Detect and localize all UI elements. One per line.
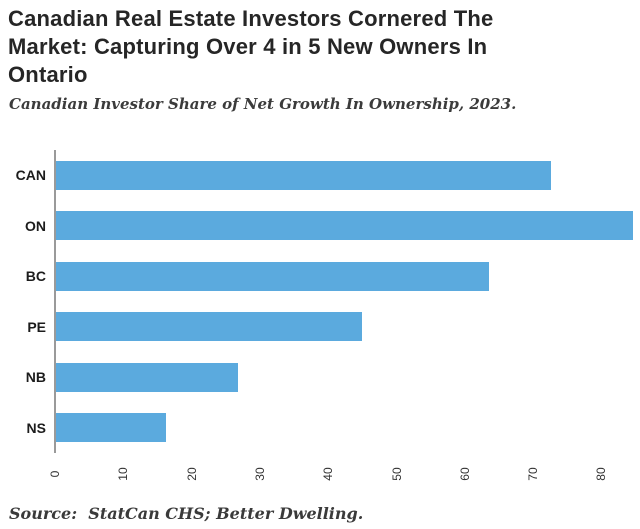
x-tick-label-10: 10 (116, 467, 131, 481)
x-tick-label-80: 80 (594, 467, 609, 481)
bar-bc (56, 261, 490, 291)
category-label-ns: NS (26, 419, 46, 436)
plot-area (54, 150, 637, 453)
category-label-nb: NB (25, 369, 46, 385)
source-note: Source: StatCan CHS; Better Dwelling. (9, 504, 364, 523)
x-tick-label-50: 50 (389, 467, 404, 481)
x-tick-label-60: 60 (457, 467, 472, 481)
chart-title: Canadian Real Estate Investors Cornered … (8, 5, 634, 89)
bar-can (56, 160, 552, 190)
category-label-on: ON (25, 217, 46, 234)
bar-pe (56, 312, 362, 342)
bar-on (56, 211, 634, 241)
x-tick-label-0: 0 (48, 470, 62, 478)
x-axis: 0 10 20 30 40 50 60 70 80 (48, 453, 637, 498)
category-label-bc: BC (25, 268, 46, 284)
x-tick-label-20: 20 (184, 467, 199, 481)
chart-title-line-2: Market: Capturing Over 4 in 5 New Owners… (8, 34, 488, 59)
x-tick-label-70: 70 (526, 467, 541, 481)
category-label-can: CAN (15, 167, 46, 183)
bar-nb (56, 362, 238, 392)
x-tick-label-30: 30 (252, 467, 267, 481)
chart-title-line-3: Ontario (8, 62, 88, 87)
chart-title-line-1: Canadian Real Estate Investors Cornered … (8, 6, 494, 31)
chart-subtitle: Canadian Investor Share of Net Growth In… (9, 95, 517, 113)
x-tick-label-40: 40 (321, 467, 336, 481)
category-label-pe: PE (27, 318, 46, 335)
bar-ns (56, 413, 166, 443)
